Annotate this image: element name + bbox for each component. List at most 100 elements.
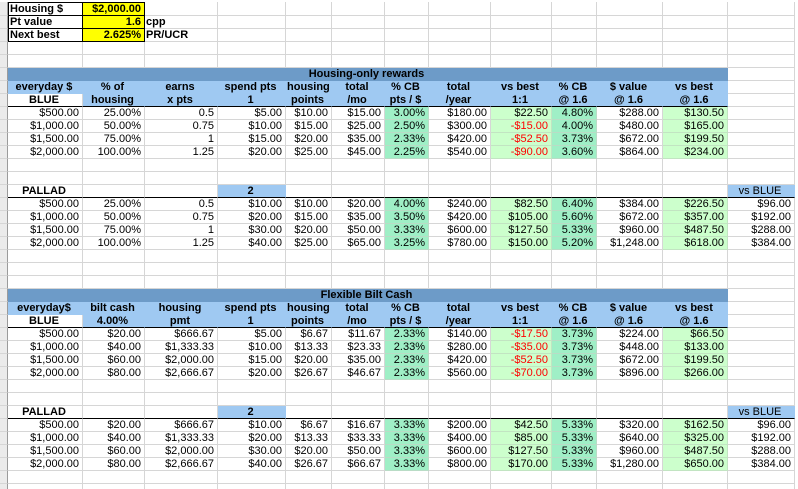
setting-label[interactable]: Pt value bbox=[8, 16, 83, 29]
col-header[interactable]: 1 bbox=[218, 315, 286, 328]
data-cell[interactable]: $25.00 bbox=[286, 146, 332, 159]
setting-label[interactable]: Next best bbox=[8, 29, 83, 42]
data-cell[interactable]: 1 bbox=[145, 133, 218, 146]
empty-cell[interactable] bbox=[286, 406, 332, 419]
empty-cell[interactable] bbox=[597, 2, 663, 16]
empty-cell[interactable] bbox=[218, 471, 286, 484]
empty-cell[interactable] bbox=[83, 393, 145, 406]
data-cell[interactable]: $650.00 bbox=[663, 458, 728, 471]
col-header[interactable]: everyday $ bbox=[8, 81, 83, 94]
empty-cell[interactable] bbox=[597, 42, 663, 55]
empty-cell[interactable] bbox=[728, 42, 795, 55]
empty-cell[interactable] bbox=[728, 289, 795, 302]
data-cell[interactable]: $20.00 bbox=[332, 198, 385, 211]
data-cell[interactable]: -$90.00 bbox=[491, 146, 552, 159]
data-cell[interactable]: $10.00 bbox=[218, 419, 286, 432]
data-cell[interactable]: $199.50 bbox=[663, 133, 728, 146]
data-cell[interactable]: $15.00 bbox=[332, 107, 385, 120]
col-header[interactable]: everyday$ bbox=[8, 302, 83, 315]
data-cell[interactable]: $96.00 bbox=[728, 419, 795, 432]
col-header[interactable]: 1:1 bbox=[491, 315, 552, 328]
col-header[interactable]: total bbox=[332, 81, 385, 94]
empty-cell[interactable] bbox=[429, 484, 491, 489]
data-cell[interactable]: $384.00 bbox=[728, 237, 795, 250]
empty-cell[interactable] bbox=[491, 55, 552, 68]
empty-cell[interactable] bbox=[663, 29, 728, 42]
col-header[interactable]: earns bbox=[145, 81, 218, 94]
data-cell[interactable]: $30.00 bbox=[218, 445, 286, 458]
empty-cell[interactable] bbox=[552, 159, 597, 172]
data-cell[interactable]: 2.25% bbox=[385, 146, 429, 159]
data-cell[interactable]: 2.33% bbox=[385, 133, 429, 146]
col-header[interactable]: /mo bbox=[332, 315, 385, 328]
data-cell[interactable]: $42.50 bbox=[491, 419, 552, 432]
empty-cell[interactable] bbox=[728, 341, 795, 354]
empty-cell[interactable] bbox=[145, 263, 218, 276]
empty-cell[interactable] bbox=[8, 380, 83, 393]
empty-cell[interactable] bbox=[491, 2, 552, 16]
col-header[interactable]: 4.00% bbox=[83, 315, 145, 328]
col-header[interactable]: /year bbox=[429, 94, 491, 107]
empty-cell[interactable] bbox=[145, 55, 218, 68]
empty-cell[interactable] bbox=[332, 55, 385, 68]
data-cell[interactable]: $20.00 bbox=[83, 328, 145, 341]
col-header[interactable]: vs best bbox=[663, 81, 728, 94]
data-cell[interactable]: 3.00% bbox=[385, 107, 429, 120]
empty-cell[interactable] bbox=[663, 393, 728, 406]
data-cell[interactable]: $13.33 bbox=[286, 341, 332, 354]
empty-cell[interactable] bbox=[728, 29, 795, 42]
col-header[interactable]: /mo bbox=[332, 94, 385, 107]
data-cell[interactable]: 2.33% bbox=[385, 367, 429, 380]
data-cell[interactable]: 5.33% bbox=[552, 419, 597, 432]
data-cell[interactable]: 100.00% bbox=[83, 146, 145, 159]
data-cell[interactable]: $288.00 bbox=[597, 107, 663, 120]
data-cell[interactable]: 75.00% bbox=[83, 224, 145, 237]
data-cell[interactable]: $20.00 bbox=[218, 146, 286, 159]
empty-cell[interactable] bbox=[491, 380, 552, 393]
empty-cell[interactable] bbox=[552, 29, 597, 42]
empty-cell[interactable] bbox=[597, 406, 663, 419]
data-cell[interactable]: $25.00 bbox=[332, 120, 385, 133]
empty-cell[interactable] bbox=[385, 2, 429, 16]
data-cell[interactable]: $35.00 bbox=[332, 133, 385, 146]
data-cell[interactable]: $15.00 bbox=[218, 354, 286, 367]
col-header[interactable]: 1:1 bbox=[491, 94, 552, 107]
data-cell[interactable]: $20.00 bbox=[286, 224, 332, 237]
empty-cell[interactable] bbox=[286, 263, 332, 276]
empty-cell[interactable] bbox=[385, 185, 429, 198]
pallad-spend-pts[interactable]: 2 bbox=[218, 185, 286, 198]
data-cell[interactable]: $192.00 bbox=[728, 432, 795, 445]
pallad-spend-pts[interactable]: 2 bbox=[218, 406, 286, 419]
col-header[interactable]: @ 1.6 bbox=[597, 315, 663, 328]
data-cell[interactable]: $22.50 bbox=[491, 107, 552, 120]
empty-cell[interactable] bbox=[663, 172, 728, 185]
empty-cell[interactable] bbox=[145, 172, 218, 185]
data-cell[interactable]: 3.73% bbox=[552, 328, 597, 341]
data-cell[interactable]: $20.00 bbox=[286, 354, 332, 367]
data-cell[interactable]: $130.50 bbox=[663, 107, 728, 120]
data-cell[interactable]: $5.00 bbox=[218, 328, 286, 341]
data-cell[interactable]: $540.00 bbox=[429, 146, 491, 159]
empty-cell[interactable] bbox=[8, 250, 83, 263]
col-header[interactable]: housing bbox=[145, 302, 218, 315]
data-cell[interactable]: 3.50% bbox=[385, 211, 429, 224]
data-cell[interactable]: $320.00 bbox=[597, 419, 663, 432]
empty-cell[interactable] bbox=[429, 55, 491, 68]
data-cell[interactable]: $666.67 bbox=[145, 419, 218, 432]
data-cell[interactable]: $288.00 bbox=[728, 224, 795, 237]
empty-cell[interactable] bbox=[385, 484, 429, 489]
data-cell[interactable]: $35.00 bbox=[332, 211, 385, 224]
empty-cell[interactable] bbox=[552, 471, 597, 484]
empty-cell[interactable] bbox=[385, 393, 429, 406]
data-cell[interactable]: -$70.00 bbox=[491, 367, 552, 380]
data-cell[interactable]: $6.67 bbox=[286, 328, 332, 341]
empty-cell[interactable] bbox=[552, 55, 597, 68]
data-cell[interactable]: $133.00 bbox=[663, 341, 728, 354]
data-cell[interactable]: $16.67 bbox=[332, 419, 385, 432]
data-cell[interactable]: 2.33% bbox=[385, 341, 429, 354]
data-cell[interactable]: $666.67 bbox=[145, 328, 218, 341]
empty-cell[interactable] bbox=[286, 276, 332, 289]
col-header[interactable]: points bbox=[286, 94, 332, 107]
data-cell[interactable]: $280.00 bbox=[429, 341, 491, 354]
empty-cell[interactable] bbox=[332, 29, 385, 42]
